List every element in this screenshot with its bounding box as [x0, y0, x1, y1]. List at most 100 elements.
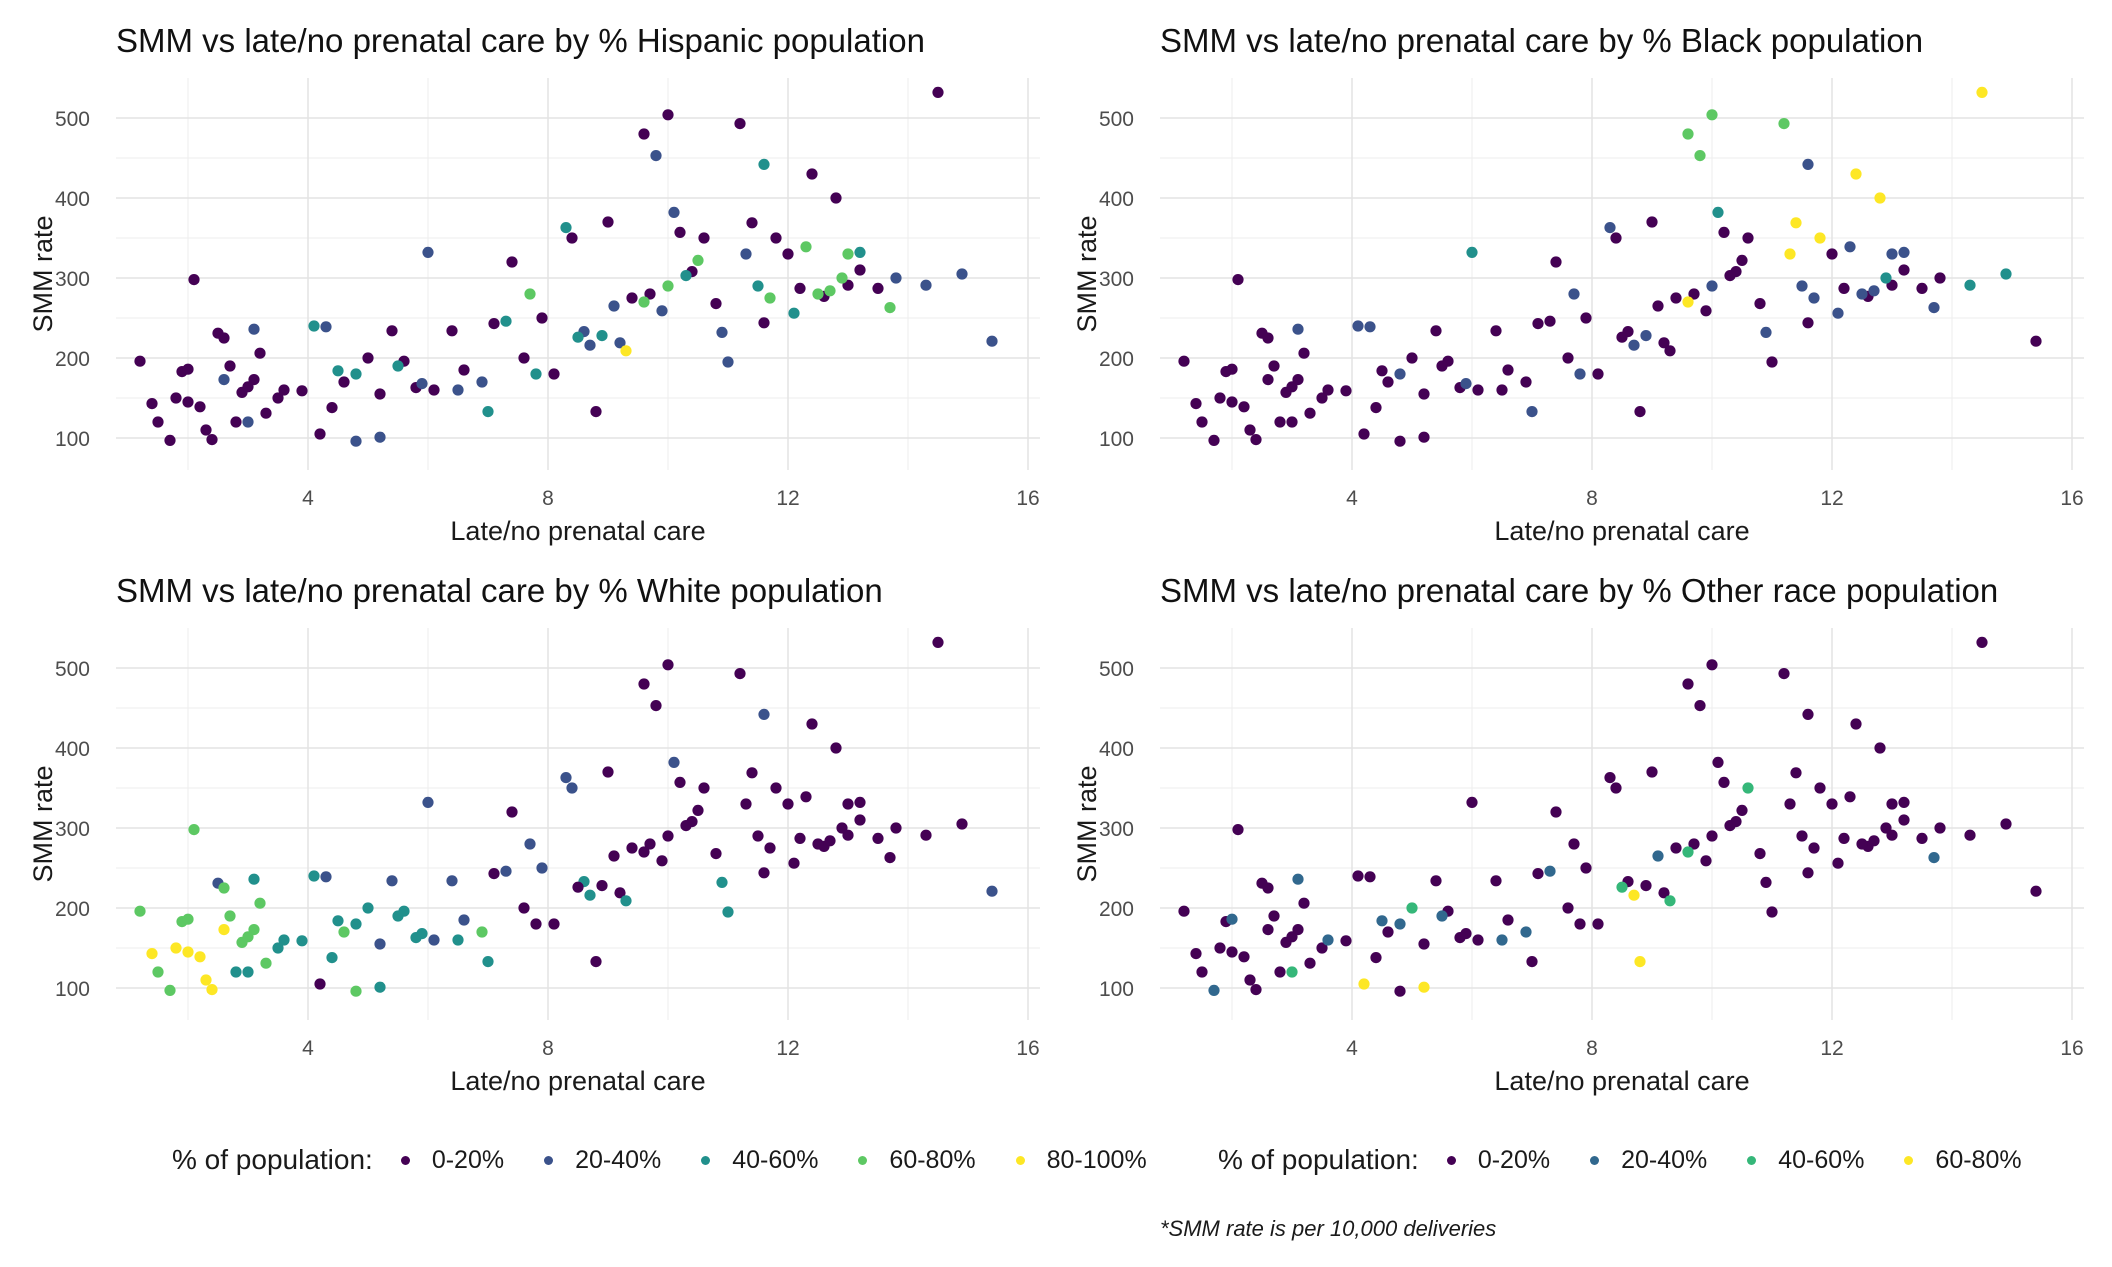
- legend-label: 0-20%: [431, 1145, 505, 1174]
- data-point: [338, 926, 350, 938]
- legend-swatch: [858, 1155, 868, 1165]
- data-point: [248, 873, 260, 885]
- data-point: [230, 966, 242, 978]
- data-point: [1688, 288, 1700, 300]
- data-point: [1718, 776, 1730, 788]
- data-point: [692, 254, 704, 266]
- x-axis-label: Late/no prenatal care: [1494, 516, 1749, 546]
- data-point: [638, 296, 650, 308]
- grid: [1160, 78, 2084, 470]
- x-tick-label: 4: [1346, 1037, 1358, 1060]
- legend-label: 20-40%: [1621, 1145, 1708, 1174]
- data-point: [1832, 307, 1844, 319]
- data-point: [806, 718, 818, 730]
- data-point: [692, 804, 704, 816]
- data-point: [1286, 966, 1298, 978]
- data-point: [500, 865, 512, 877]
- y-tick-label: 300: [55, 268, 90, 291]
- data-point: [1262, 332, 1274, 344]
- data-point: [2030, 885, 2042, 897]
- data-point: [1544, 865, 1556, 877]
- legend-four-bin: % of population: 0-20% 20-40% 40-60% 60-80%: [1218, 1140, 2062, 1180]
- data-point: [488, 318, 500, 330]
- data-point: [1298, 897, 1310, 909]
- data-point: [260, 407, 272, 419]
- legend-swatch: [1446, 1155, 1456, 1165]
- data-point: [332, 365, 344, 377]
- data-point: [644, 288, 656, 300]
- data-point: [656, 305, 668, 317]
- data-point: [1592, 368, 1604, 380]
- data-point: [1394, 918, 1406, 930]
- data-point: [350, 918, 362, 930]
- data-point: [932, 636, 944, 648]
- data-point: [1286, 931, 1298, 943]
- data-point: [1406, 352, 1418, 364]
- data-point: [1916, 282, 1928, 294]
- data-point: [614, 337, 626, 349]
- data-point: [416, 378, 428, 390]
- data-point: [1274, 966, 1286, 978]
- data-point: [1694, 700, 1706, 712]
- data-point: [638, 846, 650, 858]
- scatter-plot-other-race: 4 8 12 16 100 200 300 400 500 Late/no prenatal ca…: [1072, 628, 2084, 1096]
- data-point: [182, 913, 194, 925]
- data-point: [1592, 918, 1604, 930]
- panel-other-race: SMM vs late/no prenatal care by % Other …: [1044, 550, 2084, 1100]
- data-point: [1520, 926, 1532, 938]
- data-point: [956, 818, 968, 830]
- data-point: [1232, 274, 1244, 286]
- data-point: [1562, 902, 1574, 914]
- data-point: [740, 248, 752, 260]
- y-tick-label: 300: [1099, 818, 1134, 841]
- data-point: [1316, 942, 1328, 954]
- data-point: [1724, 270, 1736, 282]
- data-point: [782, 248, 794, 260]
- data-point: [1322, 384, 1334, 396]
- data-point: [392, 910, 404, 922]
- y-tick-label: 500: [55, 658, 90, 681]
- data-point: [1670, 292, 1682, 304]
- data-point: [1226, 396, 1238, 408]
- data-point: [446, 875, 458, 887]
- data-point: [638, 128, 650, 140]
- grid: [116, 628, 1040, 1020]
- data-point: [1394, 435, 1406, 447]
- y-tick-label: 200: [1099, 898, 1134, 921]
- y-tick-label: 400: [55, 188, 90, 211]
- data-point: [206, 434, 218, 446]
- y-tick-label: 100: [55, 978, 90, 1001]
- data-point: [524, 288, 536, 300]
- data-point: [872, 282, 884, 294]
- legend-swatch: [1590, 1155, 1600, 1165]
- data-point: [1394, 368, 1406, 380]
- data-point: [1778, 668, 1790, 680]
- data-point: [800, 791, 812, 803]
- data-point: [1250, 984, 1262, 996]
- data-point: [1190, 398, 1202, 410]
- data-point: [182, 946, 194, 958]
- data-point: [1784, 248, 1796, 260]
- data-point: [680, 270, 692, 282]
- data-point: [842, 248, 854, 260]
- data-point: [452, 934, 464, 946]
- x-tick-label: 8: [1586, 1037, 1598, 1060]
- data-point: [308, 320, 320, 332]
- data-point: [1814, 232, 1826, 244]
- data-point: [1610, 782, 1622, 794]
- data-point: [680, 820, 692, 832]
- data-point: [1658, 887, 1670, 899]
- data-point: [1802, 158, 1814, 170]
- x-tick-label: 8: [1586, 487, 1598, 510]
- data-point: [1868, 835, 1880, 847]
- data-point: [224, 910, 236, 922]
- data-point: [446, 325, 458, 337]
- data-point: [830, 192, 842, 204]
- data-point: [1208, 434, 1220, 446]
- data-point: [338, 376, 350, 388]
- data-point: [242, 381, 254, 393]
- data-point: [1502, 364, 1514, 376]
- data-point: [752, 830, 764, 842]
- data-point: [986, 335, 998, 347]
- data-point: [1436, 910, 1448, 922]
